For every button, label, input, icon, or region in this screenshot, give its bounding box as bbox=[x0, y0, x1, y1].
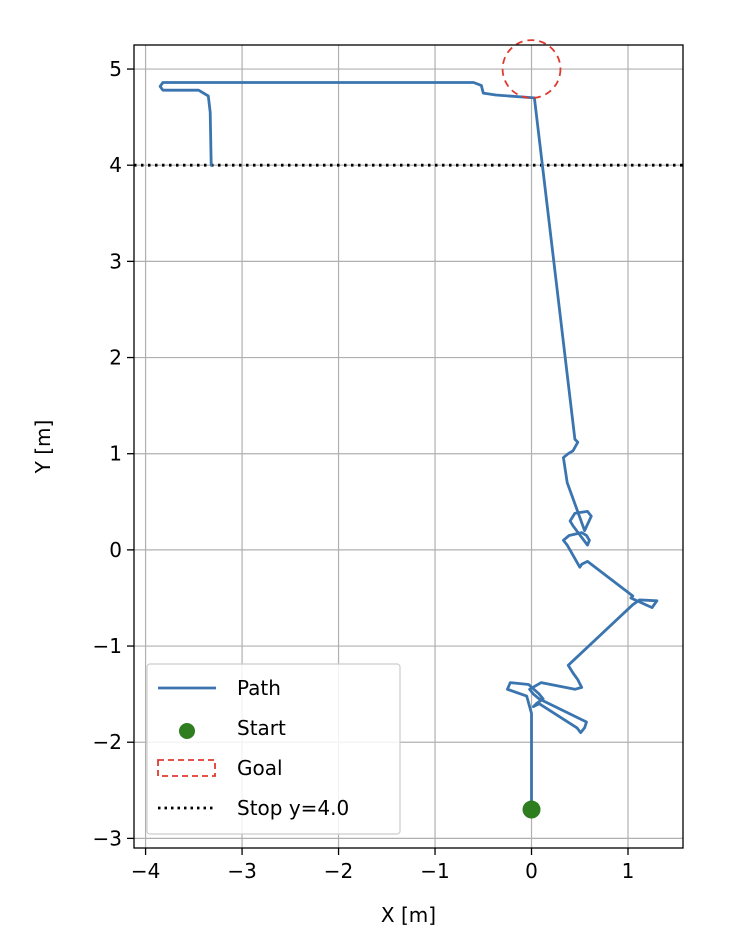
legend: Path Start Goal Stop y=4.0 bbox=[146, 663, 401, 835]
y-tick-label: −1 bbox=[93, 634, 122, 658]
legend-start-swatch bbox=[179, 723, 195, 739]
y-tick-label: 2 bbox=[109, 346, 122, 370]
path-layer bbox=[158, 81, 659, 811]
path-line bbox=[158, 81, 659, 811]
start-marker bbox=[522, 800, 541, 819]
legend-box bbox=[146, 663, 401, 835]
x-tick-label: −4 bbox=[131, 859, 160, 883]
x-tick-label: −3 bbox=[227, 859, 256, 883]
goal-circle bbox=[501, 39, 562, 99]
legend-stop-label: Stop y=4.0 bbox=[237, 796, 349, 820]
x-tick-label: −2 bbox=[324, 859, 353, 883]
y-ticks: −3 −2 −1 0 1 2 3 4 5 bbox=[93, 57, 134, 850]
x-axis-label: X [m] bbox=[381, 903, 436, 927]
y-tick-label: −3 bbox=[93, 826, 122, 850]
goal-layer bbox=[501, 39, 562, 99]
y-tick-label: 3 bbox=[109, 249, 122, 273]
y-tick-label: 4 bbox=[109, 153, 122, 177]
legend-goal-label: Goal bbox=[237, 756, 283, 780]
legend-start-label: Start bbox=[237, 716, 286, 740]
axes-frame bbox=[133, 44, 684, 849]
y-tick-label: 0 bbox=[109, 538, 122, 562]
x-tick-label: 0 bbox=[525, 859, 538, 883]
y-axis-label: Y [m] bbox=[31, 420, 55, 475]
start-layer bbox=[522, 800, 541, 819]
x-tick-label: 1 bbox=[622, 859, 635, 883]
y-tick-label: −2 bbox=[93, 730, 122, 754]
x-tick-label: −1 bbox=[420, 859, 449, 883]
legend-goal-swatch bbox=[157, 759, 216, 777]
x-ticks: −4 −3 −2 −1 0 1 bbox=[131, 848, 635, 883]
y-tick-label: 1 bbox=[109, 442, 122, 466]
legend-path-label: Path bbox=[237, 676, 281, 700]
y-tick-label: 5 bbox=[109, 57, 122, 81]
